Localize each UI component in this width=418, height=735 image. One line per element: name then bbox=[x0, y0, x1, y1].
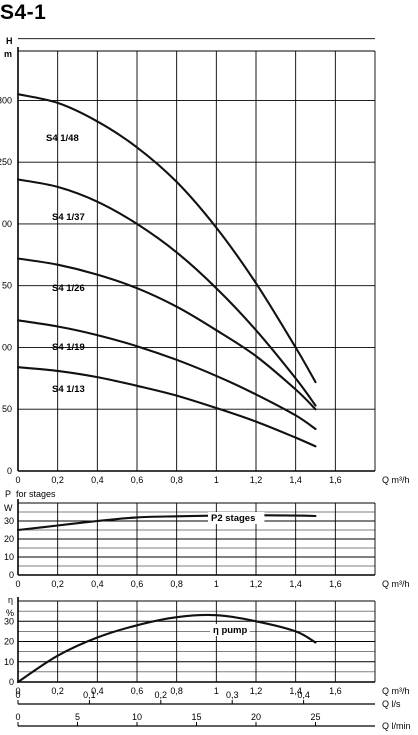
series-line bbox=[16, 366, 317, 448]
x-tick-label: 0,8 bbox=[170, 686, 183, 696]
x-tick-label: 0,4 bbox=[91, 686, 104, 696]
x-tick-label: 0,2 bbox=[51, 579, 64, 589]
x-tick-label: 1 bbox=[214, 686, 219, 696]
series-line bbox=[16, 613, 317, 684]
y-tick-label: 0 bbox=[7, 466, 12, 476]
x-tick-label: 0 bbox=[15, 686, 20, 696]
secondary-axis-label: Q l/min bbox=[382, 721, 411, 731]
x-tick-label: 1,6 bbox=[329, 579, 342, 589]
series-label-bg bbox=[208, 512, 265, 524]
y-tick-label: 300 bbox=[0, 95, 12, 105]
x-axis-label: Q m³/h bbox=[382, 579, 410, 589]
x-tick-label: 1,2 bbox=[250, 475, 263, 485]
secondary-axis-l-per-s: 0 0,1 0,2 0,3 0,4 Q l/s bbox=[15, 690, 401, 709]
y-tick-label: 00 bbox=[2, 219, 12, 229]
y-axis-note: for stages bbox=[16, 489, 56, 499]
secondary-tick-label: 0,2 bbox=[155, 690, 168, 700]
x-tick-label: 0,8 bbox=[170, 579, 183, 589]
x-tick-label: 0,4 bbox=[91, 579, 104, 589]
series-line bbox=[16, 319, 317, 431]
secondary-tick-label: 5 bbox=[75, 712, 80, 722]
x-tick-label: 0,4 bbox=[91, 475, 104, 485]
y-tick-label: 30 bbox=[4, 516, 14, 526]
y-tick-label: 00 bbox=[2, 342, 12, 352]
x-tick-label: 0 bbox=[15, 475, 20, 485]
x-axis-label: Q m³/h bbox=[382, 475, 410, 485]
y-tick-label: 20 bbox=[4, 637, 14, 647]
series-label: S4 1/37 bbox=[52, 212, 85, 223]
secondary-tick-label: 20 bbox=[251, 712, 261, 722]
secondary-tick-label: 25 bbox=[310, 712, 320, 722]
page-title: S4-1 bbox=[0, 1, 47, 24]
y-tick-label: 0 bbox=[9, 677, 14, 687]
y-tick-label: 10 bbox=[4, 552, 14, 562]
x-tick-label: 0,2 bbox=[51, 686, 64, 696]
x-tick-label: 0,6 bbox=[131, 475, 144, 485]
secondary-tick-label: 0 bbox=[15, 712, 20, 722]
x-tick-label: 1 bbox=[214, 475, 219, 485]
x-tick-label: 1,6 bbox=[329, 686, 342, 696]
y-tick-label: 0 bbox=[9, 570, 14, 580]
secondary-tick-label: 0,4 bbox=[297, 690, 310, 700]
y-axis-label: P bbox=[5, 489, 11, 499]
secondary-axis-label: Q l/s bbox=[382, 699, 401, 709]
x-tick-label: 0,6 bbox=[131, 579, 144, 589]
series-label: S4 1/13 bbox=[52, 384, 85, 395]
x-tick-label: 1 bbox=[214, 579, 219, 589]
x-tick-label: 1,4 bbox=[289, 579, 302, 589]
y-axis-label: m bbox=[4, 49, 12, 59]
series-line bbox=[16, 514, 317, 532]
chart-panel-head: 0 50 00 50 00 250 300 0 0,2 0,4 0,6 0,8 1 1,2 1,4 1,6 Q … bbox=[0, 36, 410, 485]
secondary-tick-label: 0,3 bbox=[226, 690, 239, 700]
x-tick-label: 1,4 bbox=[289, 686, 302, 696]
y-axis-label: η bbox=[8, 595, 13, 605]
series-label: P2 stages bbox=[211, 513, 255, 524]
x-tick-label: 0,8 bbox=[170, 475, 183, 485]
y-tick-label: 50 bbox=[2, 404, 12, 414]
x-tick-label: 1,2 bbox=[250, 579, 263, 589]
x-tick-label: 1,2 bbox=[250, 686, 263, 696]
series-label: S4 1/19 bbox=[52, 342, 85, 353]
x-tick-label: 1,4 bbox=[289, 475, 302, 485]
series-line bbox=[16, 257, 317, 411]
series-line bbox=[16, 93, 317, 384]
series-label: η pump bbox=[213, 625, 247, 636]
y-tick-label: 10 bbox=[4, 657, 14, 667]
y-axis-label: W bbox=[4, 503, 13, 513]
secondary-tick-label: 10 bbox=[132, 712, 142, 722]
series-line bbox=[16, 178, 317, 407]
series-label: S4 1/48 bbox=[46, 133, 79, 144]
x-tick-label: 0 bbox=[15, 579, 20, 589]
y-tick-label: 30 bbox=[4, 616, 14, 626]
y-tick-label: 20 bbox=[4, 534, 14, 544]
series-label-bg bbox=[210, 624, 250, 636]
x-tick-label: 0,2 bbox=[51, 475, 64, 485]
x-axis-label: Q m³/h bbox=[382, 686, 410, 696]
chart-panel-power: 0 10 20 30 0 0,2 0,4 0,6 0,8 1 1,2 1,4 1,6 Q m³/h P for… bbox=[4, 489, 410, 589]
y-tick-label: 50 bbox=[2, 281, 12, 291]
secondary-tick-label: 0,1 bbox=[83, 690, 96, 700]
series-label: S4 1/26 bbox=[52, 283, 85, 294]
secondary-axis-l-per-min: 0 5 10 15 20 25 Q l/min bbox=[15, 712, 410, 731]
secondary-tick-label: 15 bbox=[191, 712, 201, 722]
x-tick-label: 0,6 bbox=[131, 686, 144, 696]
y-axis-label: H bbox=[6, 36, 13, 46]
secondary-tick-label: 0 bbox=[15, 690, 20, 700]
x-tick-label: 1,6 bbox=[329, 475, 342, 485]
chart-panel-efficiency: 0 10 20 30 0 0,2 0,4 0,6 0,8 1 1,2 1,4 1,6 Q m³/h η% η … bbox=[4, 595, 410, 696]
y-axis-label: % bbox=[6, 608, 14, 618]
y-tick-label: 250 bbox=[0, 157, 12, 167]
